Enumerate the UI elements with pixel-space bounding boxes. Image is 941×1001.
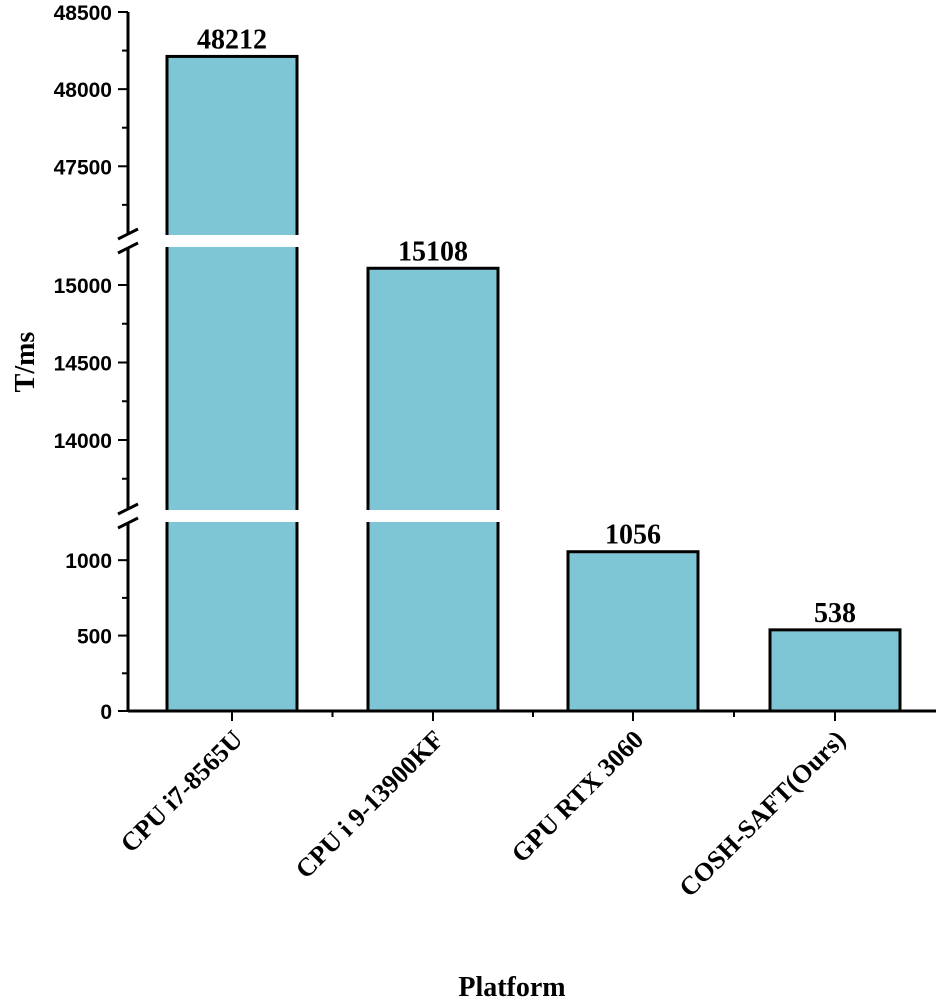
value-label-2: 1056 bbox=[605, 520, 661, 551]
bar-2 bbox=[566, 550, 700, 713]
value-label-1: 15108 bbox=[398, 236, 468, 267]
y-tick-label-0: 0 bbox=[100, 701, 112, 724]
axis-break-band-0 bbox=[125, 510, 939, 522]
y-tick-label-14000: 14000 bbox=[54, 430, 112, 453]
x-axis-title: Platform bbox=[458, 972, 565, 1001]
y-tick-label-47500: 47500 bbox=[54, 156, 112, 179]
y-tick-label-48500: 48500 bbox=[54, 2, 112, 25]
x-tick-label-3: COSH-SAFT(Ours) bbox=[673, 725, 851, 903]
y-tick-label-14500: 14500 bbox=[54, 353, 112, 376]
value-label-3: 538 bbox=[814, 598, 856, 629]
y-tick-label-500: 500 bbox=[77, 626, 112, 649]
bars bbox=[165, 54, 902, 713]
bar-3 bbox=[768, 628, 902, 713]
y-tick-label-48000: 48000 bbox=[54, 79, 112, 102]
axis-breaks bbox=[117, 227, 939, 530]
axis-break-band-1 bbox=[125, 235, 939, 247]
value-label-0: 48212 bbox=[197, 24, 267, 55]
x-tick-label-2: GPU RTX 3060 bbox=[506, 725, 649, 868]
axes bbox=[118, 11, 936, 721]
x-tick-label-0: CPU i7-8565U bbox=[115, 725, 249, 859]
y-axis-title: T/ms bbox=[10, 332, 41, 393]
bar-1 bbox=[366, 266, 500, 713]
y-tick-label-1000: 1000 bbox=[65, 550, 112, 573]
bar-0 bbox=[165, 54, 299, 713]
y-tick-label-15000: 15000 bbox=[54, 275, 112, 298]
x-tick-label-1: CPU i 9-13900KF bbox=[290, 725, 449, 884]
